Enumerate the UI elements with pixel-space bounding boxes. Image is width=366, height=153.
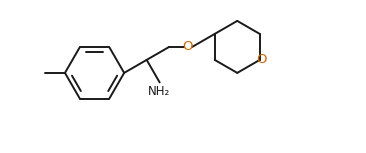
Text: NH₂: NH₂ (148, 85, 170, 98)
Text: O: O (256, 53, 266, 66)
Text: O: O (183, 40, 193, 53)
